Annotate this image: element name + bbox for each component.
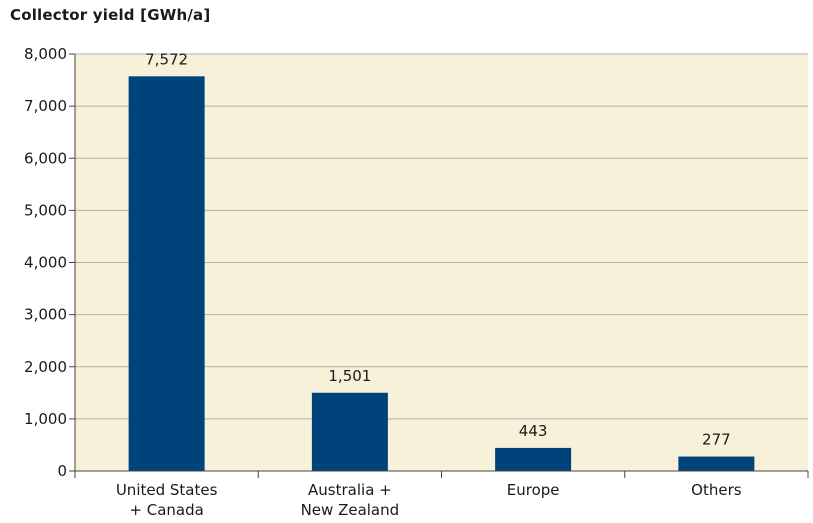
data-label: 1,501 — [328, 367, 371, 385]
data-label: 277 — [702, 431, 731, 449]
x-category-label: Europe — [507, 481, 560, 499]
y-tick-label: 2,000 — [24, 358, 67, 376]
y-axis-ticks: 0 1,000 2,000 3,000 4,000 5,000 6,000 7,000 8,00… — [24, 45, 76, 480]
y-tick-label: 7,000 — [24, 97, 67, 115]
x-category-label: Australia + New Zealand — [301, 481, 400, 519]
x-category-label: Others — [691, 481, 742, 499]
y-tick-label: 4,000 — [24, 254, 67, 272]
y-tick-label: 3,000 — [24, 306, 67, 324]
chart-title: Collector yield [GWh/a] — [10, 6, 211, 24]
bar — [678, 456, 755, 471]
y-tick-label: 1,000 — [24, 410, 67, 428]
y-tick-label: 5,000 — [24, 201, 67, 219]
x-category-label: United States + Canada — [116, 481, 218, 519]
data-label: 443 — [519, 422, 548, 440]
data-label: 7,572 — [145, 50, 188, 68]
bar — [128, 76, 205, 471]
x-axis: United States + Canada Australia + New Zeal… — [74, 470, 809, 519]
y-tick-label: 0 — [57, 462, 67, 480]
y-tick-label: 8,000 — [24, 45, 67, 63]
bar — [311, 392, 388, 471]
y-tick-label: 6,000 — [24, 149, 67, 167]
bar — [495, 447, 572, 471]
bars: 7,572 1,501 443 277 — [128, 50, 755, 471]
